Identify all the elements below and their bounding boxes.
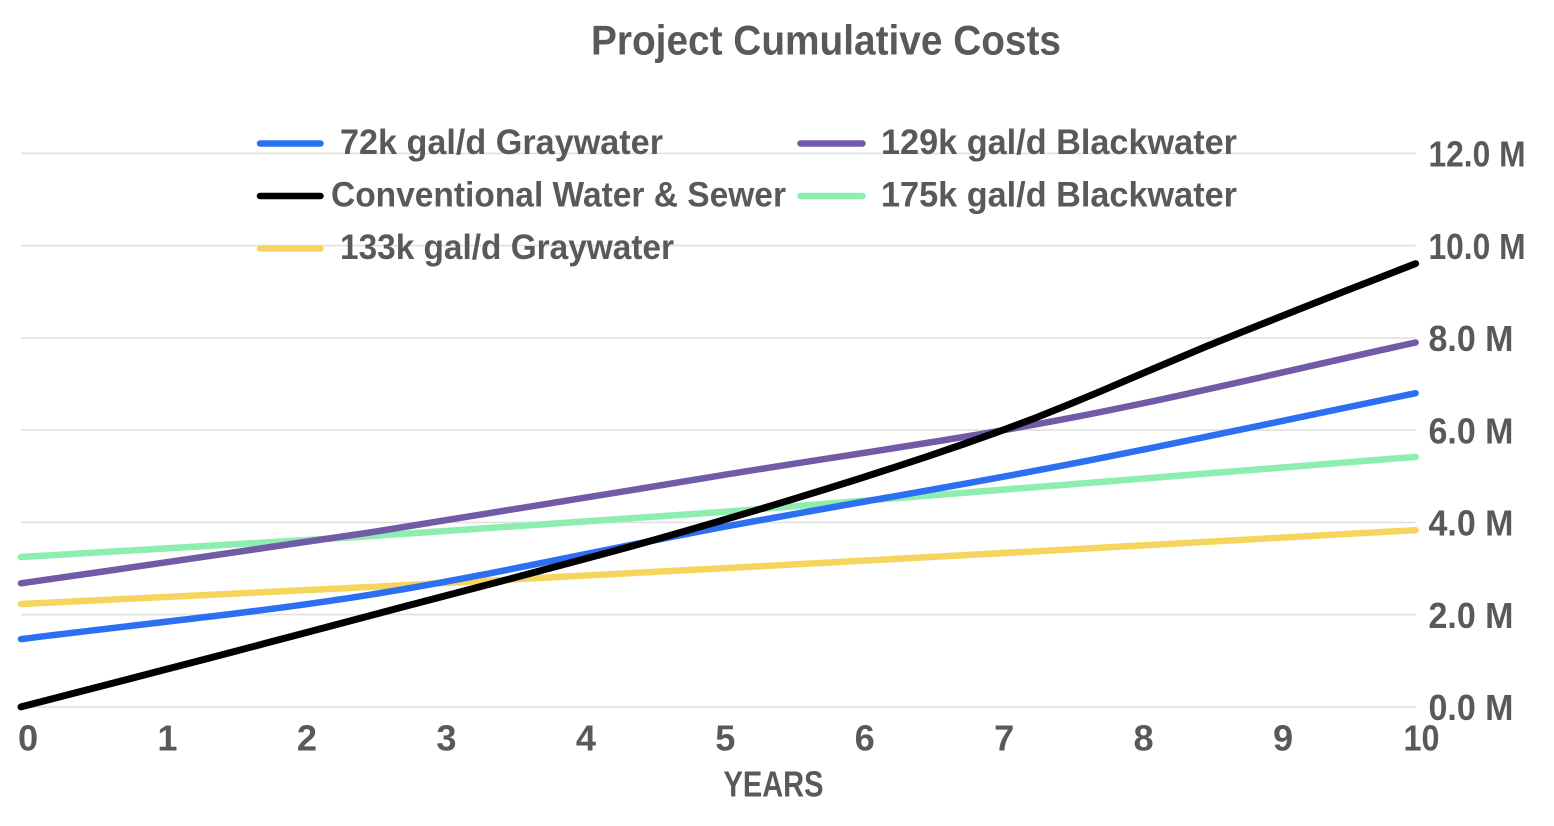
svg-text:10: 10 bbox=[1404, 717, 1440, 758]
svg-text:5: 5 bbox=[715, 717, 735, 758]
svg-text:6: 6 bbox=[855, 717, 875, 758]
svg-text:12.0 M: 12.0 M bbox=[1429, 134, 1526, 175]
svg-text:4: 4 bbox=[576, 717, 596, 758]
svg-text:9: 9 bbox=[1273, 717, 1293, 758]
svg-text:8.0 M: 8.0 M bbox=[1429, 318, 1514, 359]
svg-text:2: 2 bbox=[297, 717, 317, 758]
svg-text:10.0 M: 10.0 M bbox=[1429, 226, 1526, 267]
svg-text:4.0 M: 4.0 M bbox=[1429, 503, 1514, 544]
svg-text:Conventional Water & Sewer: Conventional Water & Sewer bbox=[331, 174, 786, 214]
svg-text:Project Cumulative Costs: Project Cumulative Costs bbox=[591, 16, 1061, 63]
svg-text:YEARS: YEARS bbox=[724, 764, 824, 805]
svg-text:0.0 M: 0.0 M bbox=[1429, 687, 1514, 728]
svg-text:133k gal/d Graywater: 133k gal/d Graywater bbox=[340, 227, 674, 267]
svg-text:129k gal/d Blackwater: 129k gal/d Blackwater bbox=[881, 122, 1237, 162]
svg-text:3: 3 bbox=[436, 717, 456, 758]
svg-text:72k gal/d Graywater: 72k gal/d Graywater bbox=[340, 122, 663, 162]
svg-text:2.0 M: 2.0 M bbox=[1429, 595, 1514, 636]
svg-text:1: 1 bbox=[157, 717, 177, 758]
svg-text:7: 7 bbox=[994, 717, 1014, 758]
svg-text:0: 0 bbox=[18, 717, 38, 758]
svg-text:8: 8 bbox=[1134, 717, 1154, 758]
svg-text:175k gal/d Blackwater: 175k gal/d Blackwater bbox=[881, 174, 1237, 214]
svg-text:6.0 M: 6.0 M bbox=[1429, 410, 1514, 451]
